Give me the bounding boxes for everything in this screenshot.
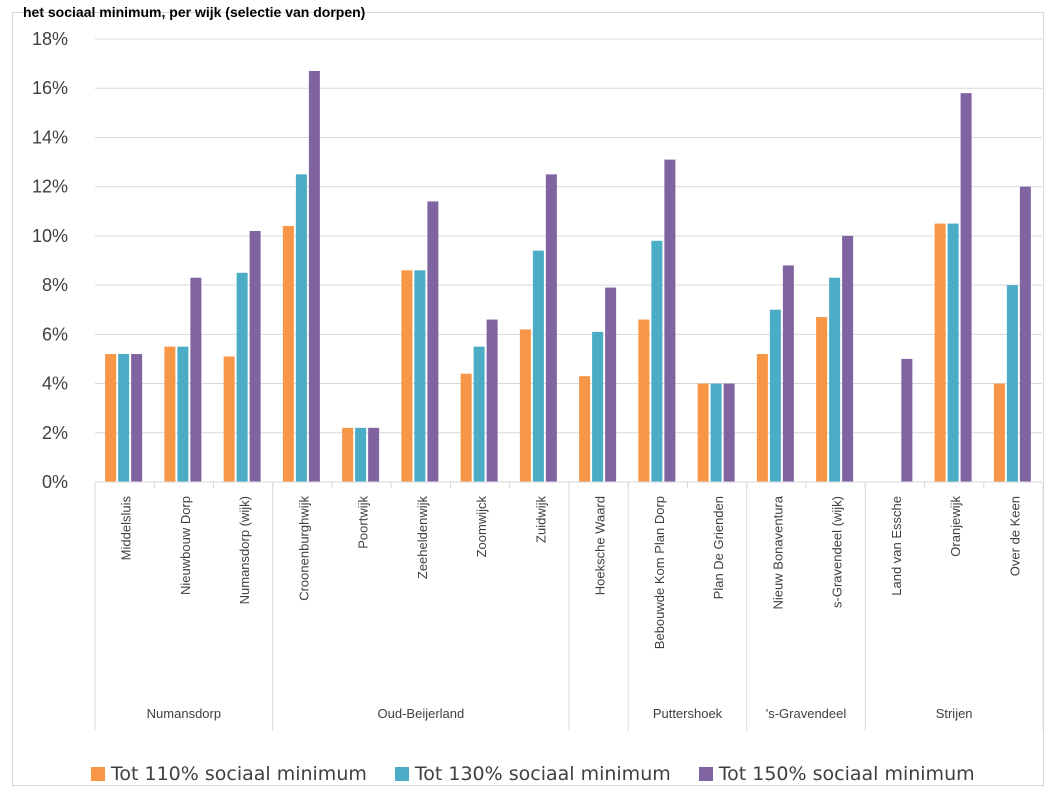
y-tick-label: 14% [32,127,68,147]
legend-label: Tot 150% sociaal minimum [718,763,975,785]
bar-chart: 0% 2% 4% 6% 8% 10% 12% 14% 16% 18% Middelsluis Nieu… [32,29,1044,731]
bar [605,287,617,482]
bar [519,329,531,482]
bar [723,383,735,482]
group-label: Puttershoek [653,706,723,721]
bar [427,201,439,482]
bar [1019,186,1031,482]
y-tick-label: 8% [42,275,68,295]
bar [842,235,854,482]
bar [414,270,426,482]
bar [105,354,117,482]
y-tick-label: 0% [42,472,68,492]
legend-swatch [698,767,713,781]
x-tick-label: Nieuw Bonaventura [770,495,785,609]
bar [236,272,248,482]
bar [164,346,176,482]
x-tick-label: Zuidwijk [533,496,548,543]
bar [829,277,841,482]
group-label: Strijen [936,706,973,721]
y-tick-label: 6% [42,324,68,344]
bar [993,383,1005,482]
x-tick-label: Zeeheldenwijk [415,496,430,580]
legend-swatch [394,767,409,781]
bar [190,277,202,482]
bar [249,230,261,482]
x-tick-label: Bebouwde Kom Plan Dorp [652,496,667,649]
bar [355,427,367,482]
bar [1006,285,1018,482]
bar [769,309,781,482]
bar [401,270,413,482]
bar [901,358,913,482]
legend-label: Tot 110% sociaal minimum [111,763,367,785]
bar [947,223,959,483]
bar [664,159,676,482]
x-tick-label: Over de Keen [1007,496,1022,576]
bar [177,346,189,482]
x-tick-label: Oranjewijk [948,496,963,557]
legend-item: Tot 150% sociaal minimum [698,763,975,785]
bar [532,250,544,482]
x-tick-label: Hoeksche Waard [593,496,608,595]
group-label: 's-Gravendeel [766,706,847,721]
bar [934,223,946,483]
legend-item: Tot 130% sociaal minimum [394,763,671,785]
chart-title: het sociaal minimum, per wijk (selectie … [23,4,366,20]
legend: Tot 110% sociaal minimum Tot 130% sociaal… [91,763,975,785]
y-tick-label: 12% [32,177,68,197]
bar [579,376,591,482]
group-label: Numansdorp [147,706,221,721]
bar [545,174,557,482]
bar [651,240,663,482]
bar [592,331,604,482]
x-tick-label: s-Gravendeel (wijk) [830,496,845,608]
bar [295,174,307,482]
y-tick-label: 18% [32,29,68,49]
bar [473,346,485,482]
x-tick-label: Poortwijk [356,496,371,549]
chart-frame: het sociaal minimum, per wijk (selectie … [12,4,1044,786]
bar [782,265,794,482]
bar [960,93,972,483]
x-tick-label: Plan De Grienden [711,496,726,599]
bar [697,383,709,482]
y-tick-label: 4% [42,374,68,394]
bar [816,317,828,482]
x-tick-label: Nieuwbouw Dorp [178,496,193,595]
x-tick-label: Croonenburghwijk [296,496,311,601]
y-tick-label: 10% [32,226,68,246]
group-label: Oud-Beijerland [378,706,465,721]
bar [486,319,498,482]
bar [342,427,354,482]
x-tick-label: Middelsluis [119,496,134,561]
legend-label: Tot 130% sociaal minimum [414,763,671,785]
bar [756,354,768,482]
x-tick-label: Land van Essche [889,496,904,596]
bar [710,383,722,482]
bar [131,354,143,482]
bar [308,70,320,482]
legend-item: Tot 110% sociaal minimum [91,763,367,785]
bar [368,427,380,482]
bar [118,354,130,482]
x-tick-label: Numansdorp (wijk) [237,496,252,604]
bar [282,226,294,482]
bar [223,356,235,482]
y-tick-label: 2% [42,423,68,443]
x-tick-label: Zoomwijck [474,496,489,558]
bar [638,319,650,482]
legend-swatch [91,767,105,781]
bar [460,373,472,482]
y-tick-label: 16% [32,78,68,98]
